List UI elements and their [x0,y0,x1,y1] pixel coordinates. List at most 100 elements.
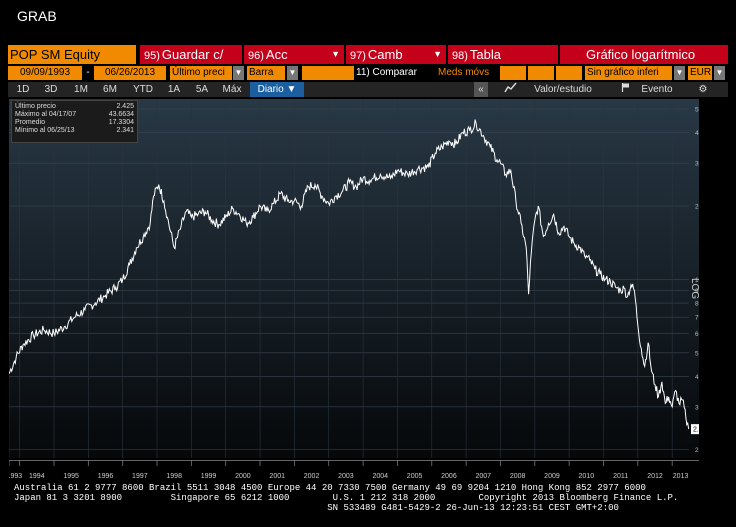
last-price-label: 2.423 [693,427,699,434]
price-series-line [9,119,690,430]
y-tick-label: 3.00 [695,404,699,411]
x-tick-group: 1993 1994 1995 1996 1997 1998 1999 2000 2001 2002… [9,460,688,480]
y-tick-label: 30 [695,161,699,168]
lower-chart-select[interactable]: Sin gráfico inferi [585,66,672,80]
y-axis-label: LOG [689,278,700,300]
period-3d[interactable]: 3D [44,84,58,95]
change-menu[interactable]: 97) Camb ▼ [346,45,446,64]
legend-max-value: 43.6634 [108,111,134,118]
x-tick-label: 2011 [613,473,628,480]
period-1a[interactable]: 1A [167,84,181,95]
blank-field[interactable] [556,66,582,80]
change-menu-number: 97) [350,50,366,62]
table-button-label: Tabla [469,47,501,62]
frequency-select[interactable]: Diario ▼ [250,82,304,97]
y-tick-label: 40 [695,130,699,137]
app-title: GRAB [17,8,57,24]
price-field-select[interactable]: Último preci [170,66,232,80]
gear-icon[interactable]: ⚙ [698,84,708,95]
footer-line-2: Japan 81 3 3201 8900 Singapore 65 6212 1… [14,493,679,503]
actions-menu-label: Acc [265,47,288,62]
period-max[interactable]: Máx [222,84,242,95]
legend-max-label: Máximo al 04/17/07 [15,111,77,118]
y-tick-label: 9.00 [695,288,699,295]
legend-row-last: Último precio 2.425 [15,103,134,111]
x-tick-label: 2005 [407,473,423,480]
y-tick-label: 10 [695,277,699,284]
x-tick-label: 2012 [647,473,663,480]
change-menu-label: Camb [367,47,403,62]
chevron-down-icon[interactable]: ▼ [714,66,725,80]
line-chart-icon [503,82,517,97]
x-tick-label: 2010 [579,473,595,480]
legend-row-max: Máximo al 04/17/07 43.6634 [15,111,134,119]
x-tick-label: 2007 [475,473,491,480]
y-tick-label: 20 [695,204,699,211]
y-tick-label: 50 [695,107,699,114]
x-tick-label: 2003 [338,473,354,480]
legend-last-label: Último precio [15,103,56,110]
table-button[interactable]: 98) Tabla [448,45,558,64]
legend-row-avg: Promedio 17.3304 [15,119,134,127]
x-tick-label: 1998 [166,473,182,480]
moving-averages-button[interactable]: Meds móvs [438,66,498,80]
currency-select[interactable]: EUR [688,66,712,80]
legend-avg-value: 17.3304 [108,119,134,126]
actions-menu[interactable]: 96) Acc ▼ [244,45,344,64]
collapse-button[interactable]: « [474,82,488,97]
x-tick-label: 2001 [269,473,285,480]
x-tick-label: 2006 [441,473,457,480]
footer-line-1: Australia 61 2 9777 8600 Brazil 5511 304… [14,483,646,493]
y-tick-label: 7.00 [695,315,699,322]
compare-button[interactable]: 11) Comparar [356,67,417,78]
chevron-down-icon[interactable]: ▼ [287,66,298,80]
legend-avg-label: Promedio [15,119,45,126]
y-tick-label: 5.00 [695,350,699,357]
flag-icon [620,82,630,97]
gridlines [9,99,689,458]
x-tick-label: 2004 [372,473,388,480]
x-tick-label: 1997 [132,473,148,480]
x-tick-label: 2009 [544,473,560,480]
period-1m[interactable]: 1M [74,84,88,95]
actions-menu-number: 96) [248,50,264,62]
period-ytd[interactable]: YTD [133,84,153,95]
end-date-field[interactable]: 06/26/2013 [94,66,166,80]
x-tick-label: 2002 [304,473,320,480]
period-5a[interactable]: 5A [195,84,209,95]
chevron-down-icon[interactable]: ▼ [233,66,244,80]
chevron-down-icon[interactable]: ▼ [674,66,685,80]
bar-type-select[interactable]: Barra [247,66,285,80]
dropdown-arrow-icon: ▼ [331,49,340,59]
x-tick-label: 2013 [673,473,689,480]
period-bar [8,82,728,97]
footer: Australia 61 2 9777 8600 Brazil 5511 304… [14,483,678,513]
date-separator: - [86,67,90,78]
save-button[interactable]: 95) Guardar c/ [140,45,242,64]
table-button-number: 98) [452,50,468,62]
y-tick-label: 4.00 [695,374,699,381]
period-6m[interactable]: 6M [103,84,117,95]
x-tick-label: 1994 [29,473,45,480]
series-layer: 2.423 [9,119,699,435]
x-tick-label: 1993 [9,473,22,480]
y-tick-label: 8.00 [695,301,699,308]
legend-box: Último precio 2.425 Máximo al 04/17/07 43.… [11,100,138,143]
x-tick-label: 1996 [98,473,114,480]
x-tick-label: 1999 [201,473,217,480]
footer-line-3: SN 533489 G481-5429-2 26-Jun-13 12:23:51… [14,503,619,513]
ticker-field[interactable]: POP SM Equity [8,45,136,64]
blank-field[interactable] [302,66,354,80]
x-tick-label: 2008 [510,473,526,480]
period-1d[interactable]: 1D [16,84,30,95]
start-date-field[interactable]: 09/09/1993 [8,66,82,80]
price-chart: 2.423 50 40 30 20 10 9.00 8.00 7.00 6.00 5.00 4.00… [9,99,699,458]
event-button[interactable]: Evento [641,84,673,95]
value-study-button[interactable]: Valor/estudio [534,84,592,95]
x-axis: 1993 1994 1995 1996 1997 1998 1999 2000 2001 2002… [9,460,699,480]
blank-field[interactable] [500,66,526,80]
blank-field[interactable] [528,66,554,80]
save-button-number: 95) [144,50,160,62]
chart-type-label[interactable]: Gráfico logarítmico [560,45,728,64]
chart-background [9,99,699,458]
